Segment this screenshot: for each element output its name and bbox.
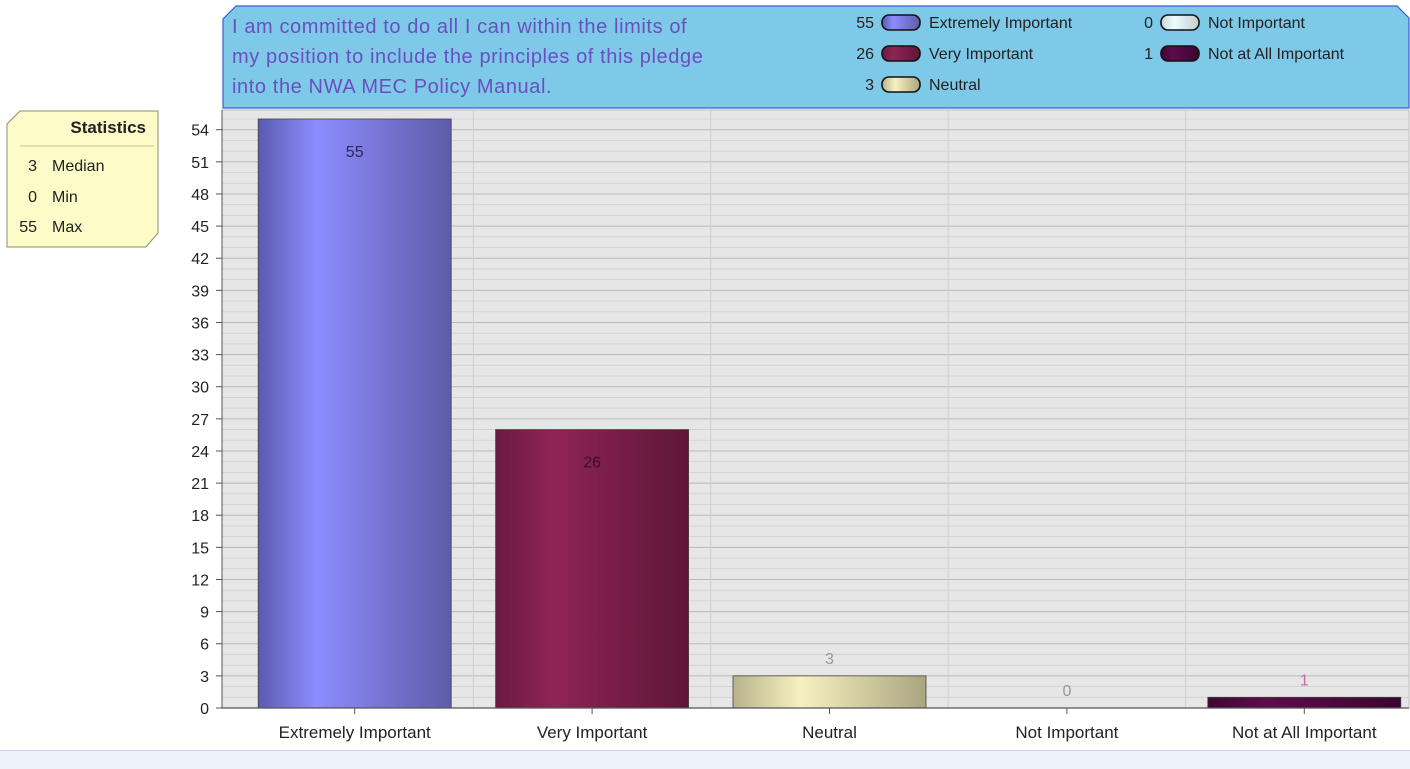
legend-value-extremely-important: 55 [856,15,874,32]
statistics-box-frame [6,110,159,248]
y-tick-label: 24 [191,444,209,461]
legend-swatch-extremely-important [881,14,921,31]
legend-value-not-important: 0 [1144,15,1153,32]
bar-data-label: 55 [346,144,364,161]
bar [1207,696,1402,709]
y-tick-label: 54 [191,123,209,140]
stat-min-value: 0 [28,189,37,206]
bar-data-label: 1 [1300,672,1309,689]
y-tick-label: 36 [191,315,209,332]
legend-value-not-at-all-important: 1 [1144,46,1153,63]
chart-title-line-1: I am committed to do all I can within th… [232,16,687,38]
y-tick-label: 6 [200,637,209,654]
x-tick-label: Extremely Important [279,723,431,742]
stat-median-label: Median [52,158,104,175]
bar-data-label: 26 [583,455,601,472]
x-axis: Extremely Important Very Important Neutral… [222,707,1409,742]
legend-label-not-at-all-important: Not at All Important [1208,46,1345,63]
y-tick-label: 33 [191,348,209,365]
legend-label-neutral: Neutral [929,77,981,94]
y-tick-label: 9 [200,605,209,622]
bar [732,675,927,709]
statistics-title: Statistics [70,118,146,137]
y-tick-label: 48 [191,187,209,204]
statistics-box: Statistics 3 Median 0 Min 55 Max [6,110,159,248]
stat-max-value: 55 [19,219,37,236]
y-tick-label: 51 [191,155,209,172]
bars: 55 26 3 0 1 [257,118,1402,709]
legend: 55 Extremely Important 26 Very Important… [856,14,1345,94]
y-tick-label: 15 [191,540,209,557]
legend-label-very-important: Very Important [929,46,1034,63]
vertical-gridlines [472,110,1187,708]
y-tick-label: 30 [191,380,209,397]
x-tick-label: Neutral [802,723,857,742]
footer-strip [0,750,1410,769]
stat-median-value: 3 [28,158,37,175]
legend-label-not-important: Not Important [1208,15,1305,32]
y-tick-label: 12 [191,572,209,589]
bar [257,118,452,709]
x-tick-label: Not at All Important [1232,723,1377,742]
x-tick-label: Very Important [537,723,648,742]
stat-max-label: Max [52,219,82,236]
y-tick-label: 42 [191,251,209,268]
legend-value-very-important: 26 [856,46,874,63]
y-tick-label: 27 [191,412,209,429]
legend-swatch-very-important [881,45,921,62]
legend-swatch-not-at-all-important [1160,45,1200,62]
legend-swatch-neutral [881,76,921,93]
chart-title-line-3: into the NWA MEC Policy Manual. [232,76,552,98]
y-tick-label: 3 [200,669,209,686]
y-tick-label: 45 [191,219,209,236]
legend-label-extremely-important: Extremely Important [929,15,1073,32]
bar [495,429,690,709]
legend-value-neutral: 3 [865,77,874,94]
y-tick-label: 18 [191,508,209,525]
x-tick-label: Not Important [1015,723,1118,742]
y-tick-label: 21 [191,476,209,493]
chart-title-line-2: my position to include the principles of… [232,46,703,68]
bar-data-label: 3 [825,651,834,668]
title-banner [222,5,1410,109]
bar-data-label: 0 [1062,683,1071,700]
y-tick-label: 0 [200,701,209,718]
y-tick-label: 39 [191,283,209,300]
legend-swatch-not-important [1160,14,1200,31]
stat-min-label: Min [52,189,78,206]
